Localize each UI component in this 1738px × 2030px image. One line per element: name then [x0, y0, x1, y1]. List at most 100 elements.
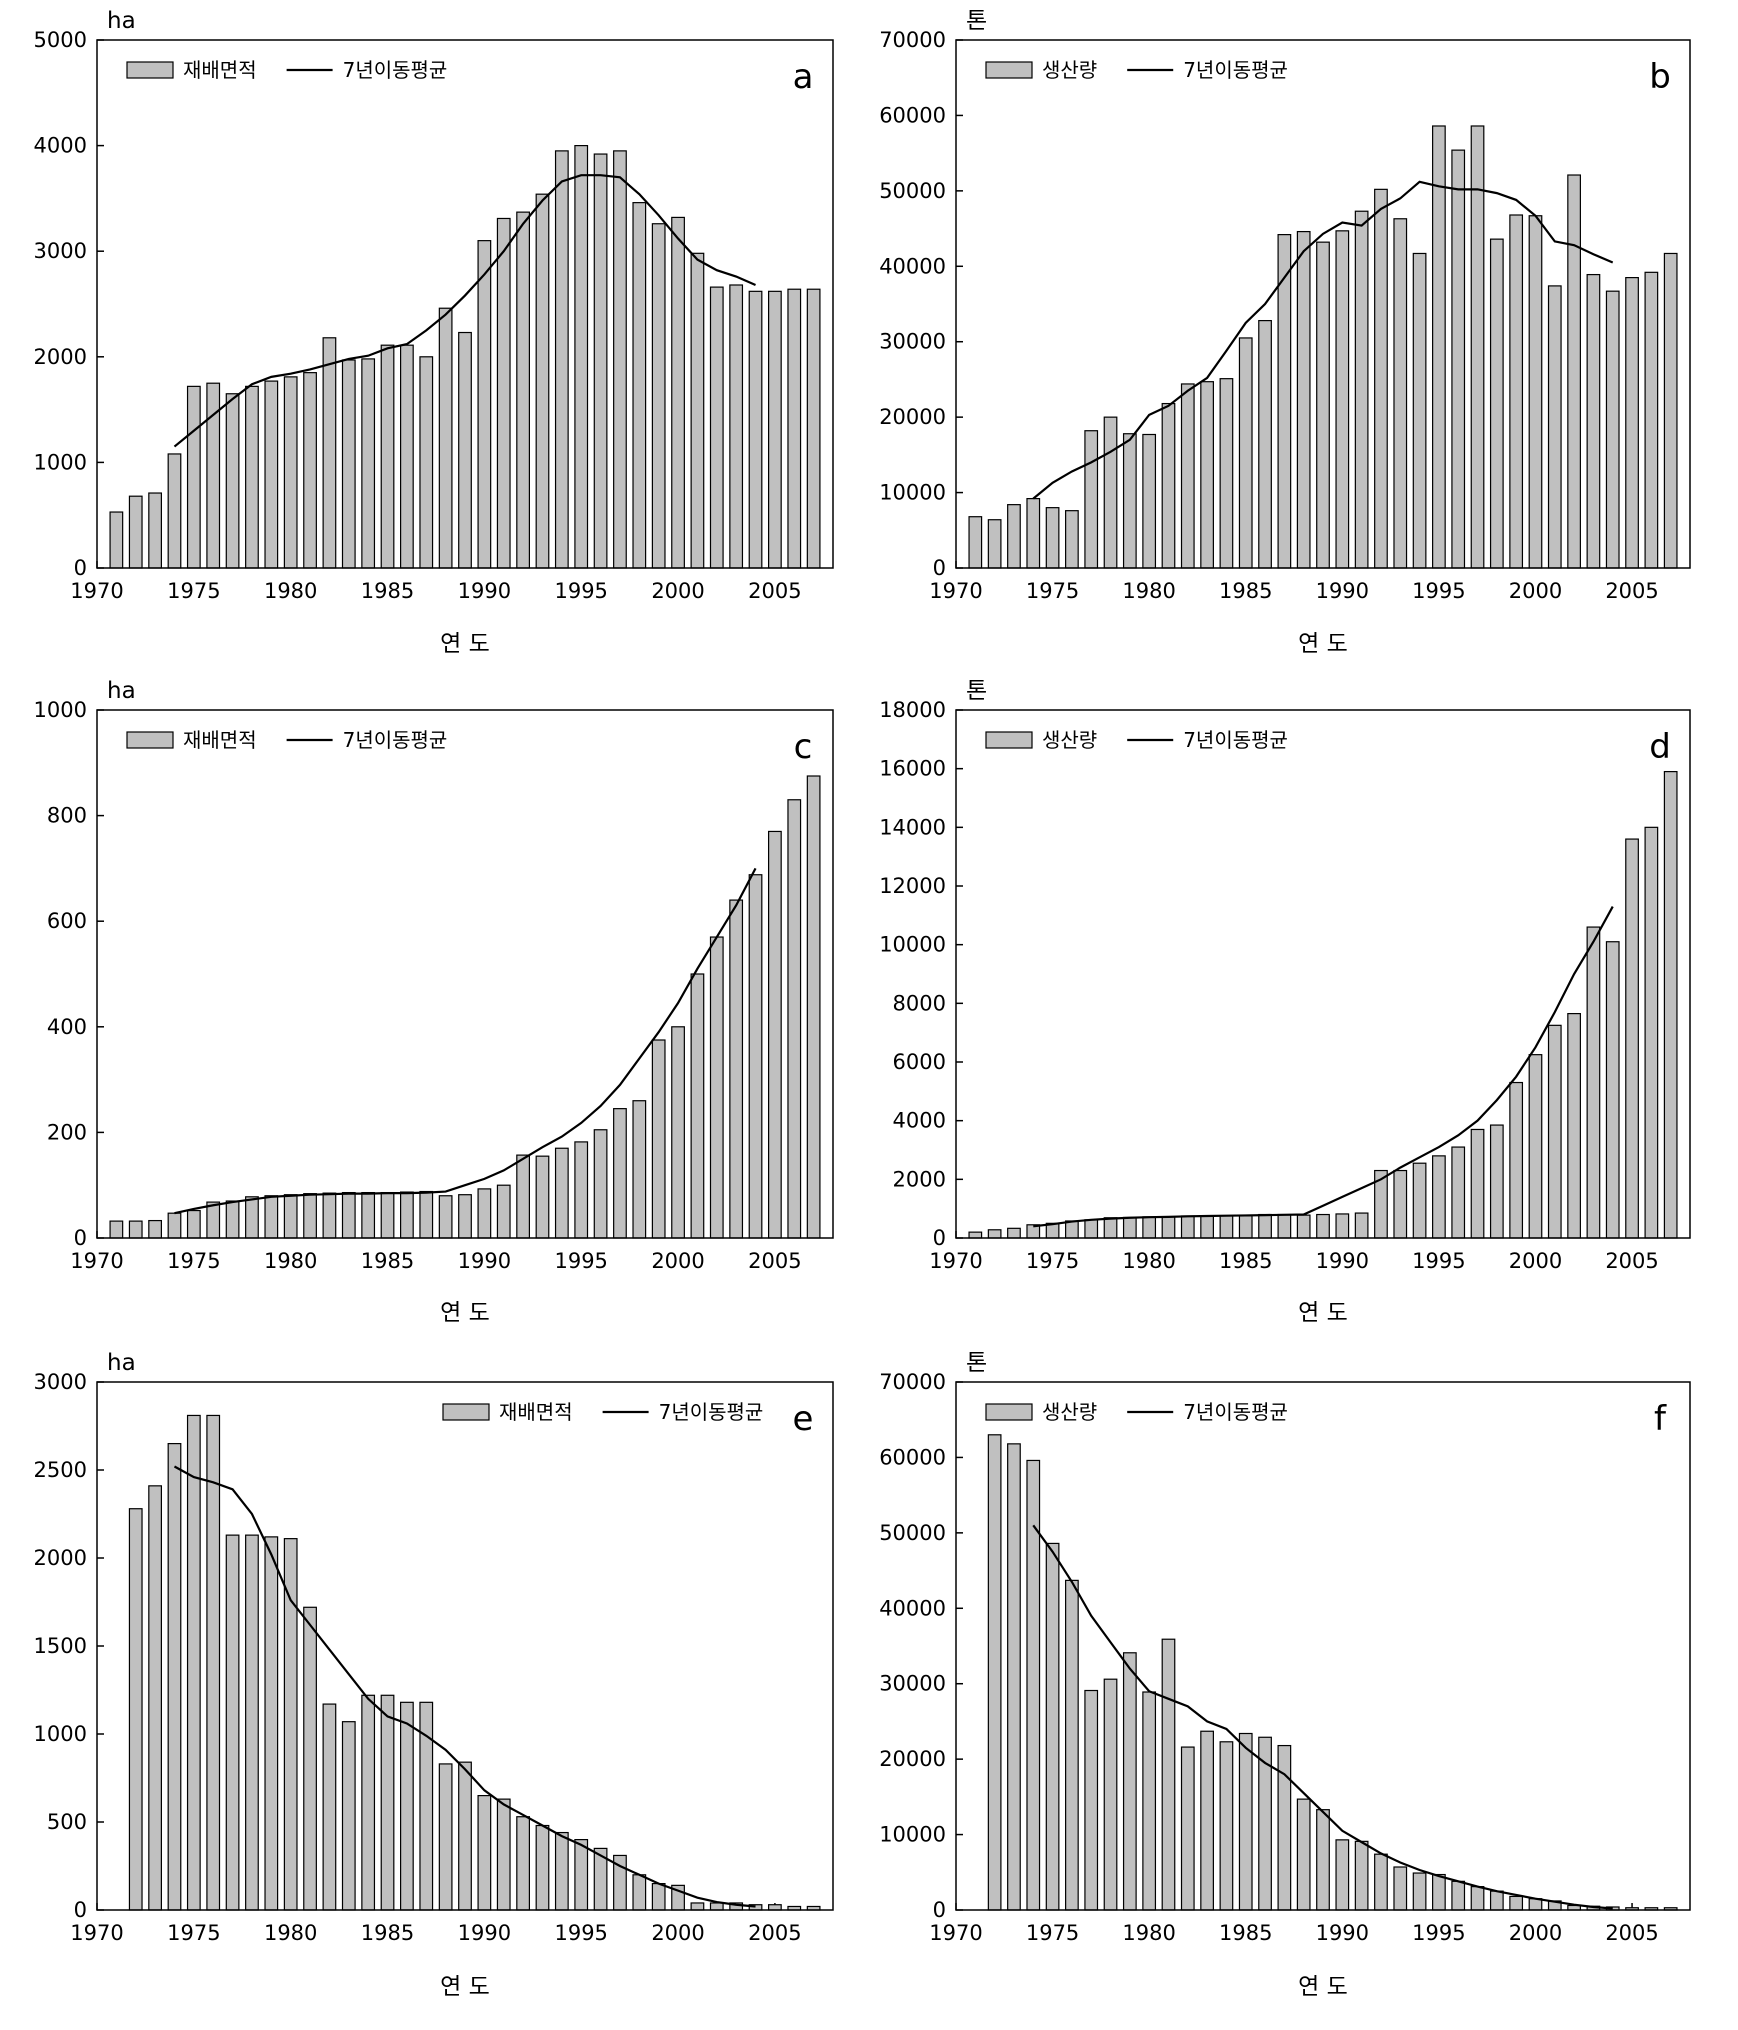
- bar: [1489, 238, 1504, 569]
- y-tick-label: 3000: [34, 1370, 87, 1394]
- y-tick-label: 8000: [893, 991, 946, 1015]
- x-tick-label: 1990: [458, 579, 511, 603]
- moving-average-line: [173, 1465, 756, 1908]
- x-tick-label: 1975: [1026, 1921, 1079, 1945]
- legend-label: 재배면적: [183, 728, 257, 752]
- bar: [206, 1414, 221, 1911]
- bar: [1200, 381, 1214, 569]
- bar: [109, 1220, 124, 1239]
- bar: [148, 1219, 163, 1239]
- bar: [1026, 1459, 1041, 1911]
- bar: [1238, 1215, 1253, 1239]
- x-tick-label: 1995: [554, 579, 607, 603]
- bar: [709, 1902, 724, 1911]
- bar: [554, 1147, 569, 1239]
- bar: [1586, 926, 1601, 1239]
- y-tick-label: 0: [74, 1226, 87, 1250]
- x-tick-label: 1970: [929, 579, 982, 603]
- bar: [1354, 1840, 1369, 1911]
- plot-frame: [96, 1381, 834, 1911]
- bar: [535, 1824, 550, 1911]
- legend-swatch: [985, 61, 1033, 79]
- bar: [438, 1763, 453, 1911]
- x-tick-label: 1970: [70, 1249, 123, 1273]
- y-tick-label: 10000: [879, 933, 946, 957]
- bar: [458, 1194, 472, 1239]
- bar: [1161, 1215, 1176, 1239]
- bar: [1122, 1216, 1137, 1239]
- bar: [1142, 433, 1157, 569]
- x-tick-label: 1995: [1412, 579, 1465, 603]
- y-tick-label: 1000: [34, 450, 87, 474]
- bar: [1026, 498, 1041, 569]
- bar: [651, 1039, 666, 1239]
- bar: [477, 1188, 492, 1239]
- y-tick-label: 70000: [879, 1370, 946, 1394]
- bar: [186, 1414, 201, 1911]
- bar: [1200, 1730, 1214, 1911]
- bar: [1258, 319, 1272, 569]
- bar: [361, 1191, 376, 1239]
- y-tick-label: 2000: [34, 1546, 87, 1570]
- bar: [341, 359, 356, 569]
- bar: [1489, 1124, 1504, 1239]
- bar: [1296, 1798, 1311, 1911]
- y-tick-label: 6000: [893, 1050, 946, 1074]
- y-tick-label: 3000: [34, 239, 87, 263]
- bar: [167, 1442, 182, 1911]
- bar: [1644, 271, 1659, 569]
- y-unit: 톤: [966, 678, 987, 704]
- y-tick-label: 400: [47, 1015, 87, 1039]
- bar: [593, 153, 608, 569]
- bar: [1316, 1809, 1330, 1911]
- bar: [574, 1838, 589, 1911]
- y-unit: ha: [107, 678, 136, 704]
- bar: [1180, 383, 1195, 569]
- x-tick-label: 1970: [929, 1249, 982, 1273]
- x-tick-label: 1995: [554, 1921, 607, 1945]
- bar: [1470, 125, 1485, 569]
- plot-frame: [96, 709, 834, 1239]
- bar: [554, 150, 569, 569]
- bar: [1547, 285, 1562, 569]
- bar: [1103, 1678, 1118, 1911]
- bar: [1219, 1215, 1234, 1239]
- y-tick-label: 0: [933, 1898, 946, 1922]
- bar: [1432, 1155, 1446, 1239]
- bar: [1354, 210, 1369, 569]
- x-tick-label: 1985: [1219, 1249, 1272, 1273]
- y-tick-label: 1500: [34, 1634, 87, 1658]
- bar: [264, 1536, 279, 1911]
- y-tick-label: 200: [47, 1120, 87, 1144]
- panel: 0 10000 20000 30000 40000 50000 60000 70000 1970…: [879, 1350, 1691, 2000]
- x-tick-label: 1975: [1026, 1249, 1079, 1273]
- y-tick-label: 60000: [879, 1445, 946, 1469]
- x-tick-label: 1985: [1219, 1921, 1272, 1945]
- plot-frame: [955, 39, 1691, 569]
- panel: 0 2000 4000 6000 8000 10000 12000 14000 16000 180…: [879, 678, 1691, 1326]
- bar: [787, 799, 802, 1239]
- bar: [400, 1191, 414, 1239]
- x-tick-label: 1975: [167, 579, 220, 603]
- bar: [1509, 1895, 1524, 1911]
- bar: [806, 775, 821, 1239]
- bar: [1625, 838, 1639, 1239]
- legend: 생산량 7년이동평균: [985, 728, 1288, 752]
- panel: 0 200 400 600 800 1000 1970 1975 1980 1985 1990 199…: [34, 678, 834, 1326]
- bar: [283, 376, 298, 569]
- x-tick-label: 1985: [361, 579, 414, 603]
- bar: [987, 1434, 1002, 1911]
- bar: [1316, 1213, 1330, 1239]
- bar: [245, 1196, 259, 1239]
- bar: [554, 1831, 569, 1911]
- bar: [1567, 1012, 1581, 1239]
- bar: [1412, 1872, 1427, 1911]
- panel-label: e: [793, 1399, 814, 1439]
- bar: [245, 385, 259, 569]
- bar: [225, 393, 240, 569]
- bar: [709, 936, 724, 1239]
- y-tick-label: 14000: [879, 815, 946, 839]
- bar: [109, 511, 124, 569]
- bar: [1277, 1744, 1292, 1911]
